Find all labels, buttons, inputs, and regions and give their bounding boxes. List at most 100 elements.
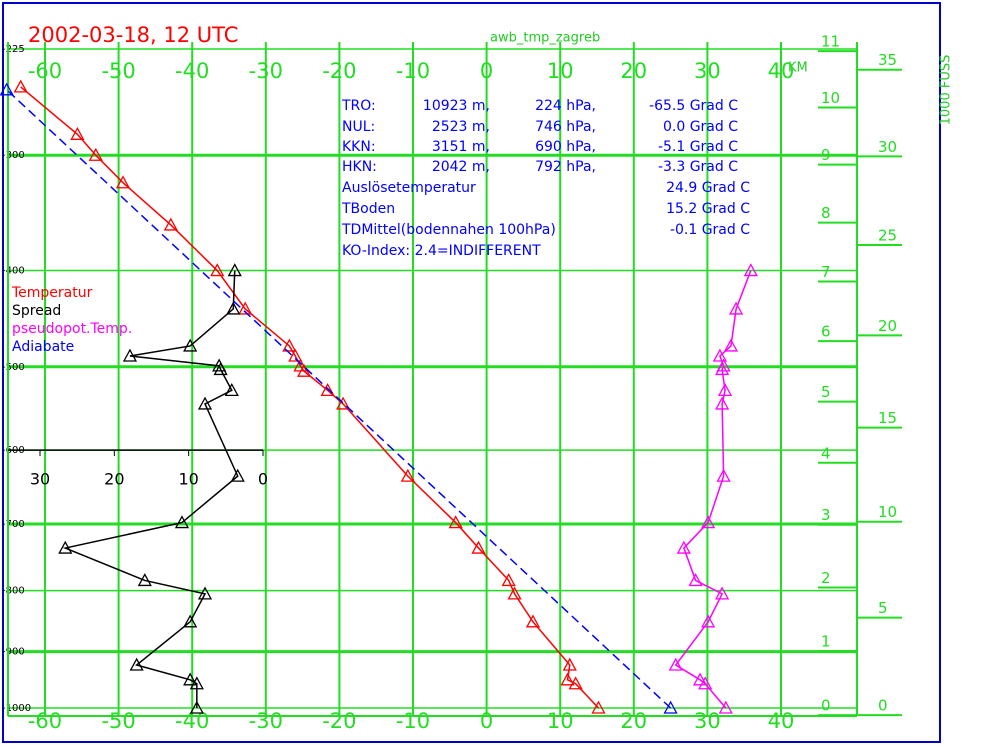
- x-tick-label-bottom: 20: [620, 709, 647, 733]
- data-point: [183, 338, 198, 352]
- x-tick-label-bottom: -50: [101, 709, 135, 733]
- data-point: [400, 468, 415, 482]
- km-tick-label: 11: [821, 33, 840, 51]
- km-tick-label: 5: [821, 383, 831, 401]
- data-point: [58, 540, 73, 554]
- km-tick-label: 9: [821, 146, 831, 164]
- data-point: [715, 362, 730, 376]
- data-point: [698, 676, 713, 690]
- data-point: [227, 263, 242, 277]
- km-tick-label: 1: [821, 632, 831, 650]
- x-tick-label-top: 40: [768, 59, 795, 83]
- y-tick-label: -300: [2, 150, 25, 161]
- info-text: KKN:: [342, 139, 376, 155]
- chart-subtitle: awb_tmp_zagreb: [490, 31, 600, 46]
- x-tick-label-top: -10: [396, 59, 430, 83]
- info-text: 10923 m,: [423, 98, 490, 114]
- data-point: [701, 614, 716, 628]
- legend-entry: Adiabate: [12, 339, 74, 355]
- fuss-tick-label: 0: [878, 697, 888, 715]
- data-point: [0, 82, 14, 96]
- x-tick-label-top: 0: [480, 59, 493, 83]
- data-point: [115, 175, 131, 189]
- x-tick-label-top: 20: [620, 59, 647, 83]
- km-tick-label: 6: [821, 323, 831, 341]
- data-point: [729, 301, 744, 315]
- data-point: [197, 586, 213, 600]
- x-tick-label-top: -20: [322, 59, 356, 83]
- fuss-tick-label: 35: [878, 51, 897, 69]
- data-point: [701, 515, 716, 529]
- info-text: -5.1 Grad C: [658, 139, 738, 155]
- data-point: [282, 338, 297, 352]
- data-point: [560, 672, 575, 686]
- data-point: [692, 672, 708, 686]
- data-point: [163, 217, 178, 231]
- data-point: [197, 396, 213, 410]
- info-text: 2042 m,: [432, 159, 490, 175]
- chart-title: 2002-03-18, 12 UTC: [28, 23, 238, 47]
- info-text: TRO:: [341, 98, 376, 114]
- data-point: [238, 301, 253, 315]
- x-tick-label-top: -50: [101, 59, 135, 83]
- info-text: NUL:: [342, 119, 375, 135]
- fuss-tick-label: 10: [878, 503, 897, 521]
- series-line: [62, 270, 239, 708]
- data-point: [224, 382, 239, 396]
- y-tick-label: -800: [2, 586, 25, 597]
- data-point: [448, 515, 463, 529]
- y-tick-label: -900: [2, 647, 25, 658]
- spread-tick-label: 30: [30, 470, 50, 489]
- x-tick-label-bottom: -60: [28, 709, 62, 733]
- info-text: -65.5 Grad C: [649, 98, 738, 114]
- km-tick-label: 0: [821, 697, 831, 715]
- info-text: 24.9 Grad C: [666, 180, 750, 196]
- info-text: 224 hPa,: [535, 98, 596, 114]
- x-tick-label-top: 10: [547, 59, 574, 83]
- info-text: KO-Index: 2.4=INDIFFERENT: [342, 243, 541, 259]
- km-tick-label: 2: [821, 569, 831, 587]
- data-point: [507, 586, 522, 600]
- data-point: [718, 700, 733, 714]
- fuss-tick-label: 5: [878, 599, 888, 617]
- x-tick-label-bottom: -20: [322, 709, 356, 733]
- data-point: [183, 614, 198, 628]
- fuss-tick-label: 20: [878, 317, 897, 335]
- data-point: [189, 700, 204, 714]
- fuss-tick-label: 25: [878, 226, 897, 244]
- data-point: [122, 348, 138, 362]
- km-tick-label: 10: [821, 89, 840, 107]
- x-tick-label-top: -60: [28, 59, 62, 83]
- data-point: [174, 515, 190, 529]
- data-point: [230, 468, 245, 482]
- y-tick-label: -1000: [2, 703, 31, 714]
- legend-entry: pseudopot.Temp.: [12, 321, 132, 337]
- x-tick-label-bottom: -10: [396, 709, 430, 733]
- info-text: -0.1 Grad C: [670, 222, 750, 238]
- data-point: [716, 468, 731, 482]
- data-point: [501, 573, 516, 587]
- data-point: [562, 657, 577, 671]
- data-point: [723, 338, 739, 352]
- info-text: 3151 m,: [432, 139, 490, 155]
- km-axis-label: KM: [788, 61, 808, 76]
- data-point: [210, 263, 225, 277]
- data-point: [335, 396, 351, 410]
- data-point: [88, 147, 103, 161]
- km-tick-label: 3: [821, 506, 831, 524]
- fuss-axis-label: 1000 FUSS: [939, 55, 954, 126]
- data-point: [226, 301, 241, 315]
- data-point: [591, 700, 606, 714]
- data-point: [663, 700, 678, 714]
- info-text: 792 hPa,: [535, 159, 596, 175]
- data-point: [525, 614, 541, 628]
- data-point: [715, 586, 730, 600]
- info-text: -3.3 Grad C: [658, 159, 738, 175]
- data-point: [296, 363, 312, 377]
- x-tick-label-bottom: 30: [694, 709, 721, 733]
- spread-tick-label: 20: [104, 470, 124, 489]
- frame: [2, 2, 941, 743]
- x-tick-label-top: -40: [175, 59, 209, 83]
